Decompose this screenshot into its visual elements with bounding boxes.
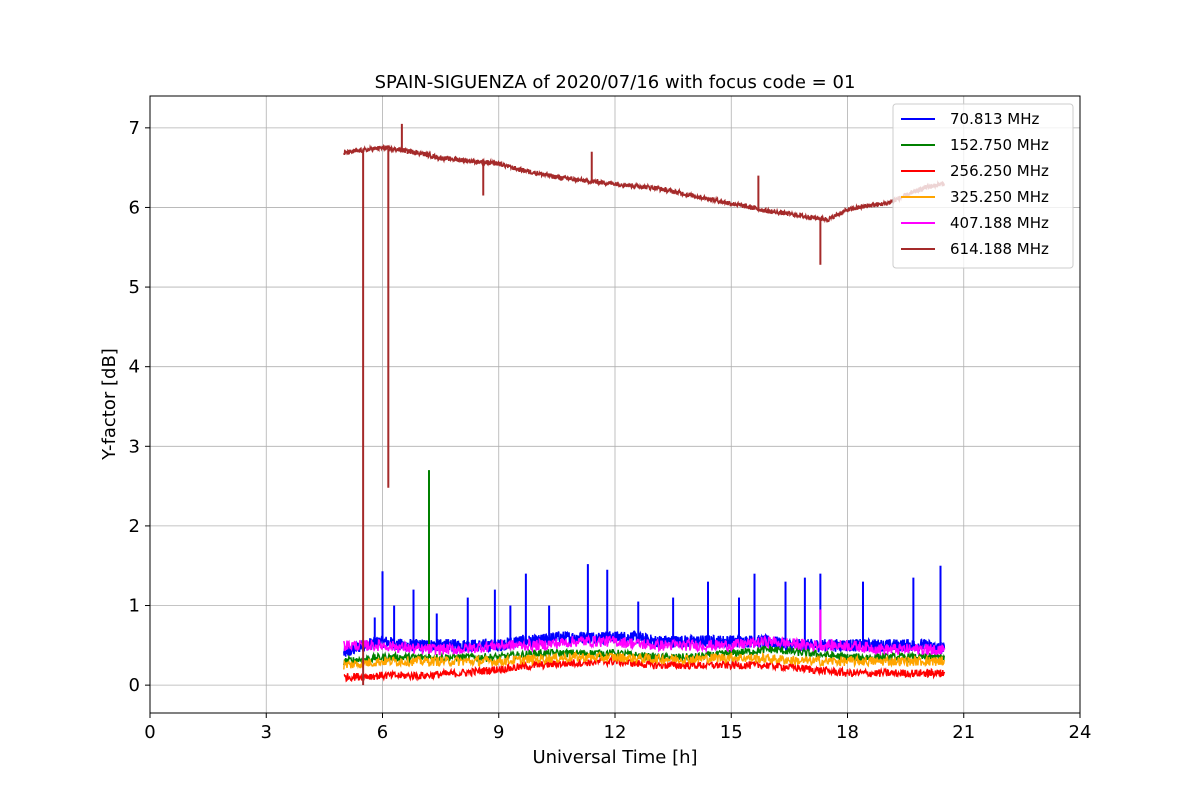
y-tick-label: 6 [129, 197, 140, 218]
series-5 [343, 609, 946, 656]
series-line [343, 655, 946, 683]
legend-entry: 325.250 MHz [950, 188, 1049, 206]
series-line [343, 634, 946, 656]
y-tick-label: 0 [129, 675, 140, 696]
y-tick-label: 7 [129, 118, 140, 139]
x-tick-label: 18 [836, 722, 859, 743]
plot-area [343, 123, 946, 686]
x-axis-label: Universal Time [h] [532, 747, 697, 768]
y-tick-label: 1 [129, 596, 140, 617]
series-6 [343, 123, 946, 686]
series-3 [343, 655, 946, 683]
x-tick-label: 3 [261, 722, 272, 743]
x-tick-label: 24 [1069, 722, 1092, 743]
legend-box [892, 103, 1074, 269]
grid [149, 96, 1081, 713]
x-tick-label: 15 [720, 722, 743, 743]
chart-title: SPAIN-SIGUENZA of 2020/07/16 with focus … [375, 72, 856, 93]
y-tick-label: 3 [129, 436, 140, 457]
legend-entry: 407.188 MHz [950, 214, 1049, 232]
x-tick-label: 12 [604, 722, 627, 743]
y-tick-label: 4 [129, 357, 140, 378]
x-tick-label: 9 [493, 722, 504, 743]
x-tick-label: 21 [952, 722, 975, 743]
series-2 [343, 470, 946, 666]
series-line [343, 144, 946, 224]
legend-entry: 70.813 MHz [950, 110, 1039, 128]
y-tick-label: 2 [129, 516, 140, 537]
y-axis-label: Y-factor [dB] [99, 348, 120, 461]
series-4 [343, 650, 946, 670]
y-tick-label: 5 [129, 277, 140, 298]
y-axis: 0 1 2 3 4 5 6 7 [129, 118, 150, 696]
legend: 70.813 MHz 152.750 MHz 256.250 MHz 325.250 … [892, 103, 1074, 269]
legend-entry: 152.750 MHz [950, 136, 1049, 154]
series-line [343, 650, 946, 670]
x-tick-label: 6 [377, 722, 388, 743]
legend-entry: 614.188 MHz [950, 240, 1049, 258]
x-axis: 0 3 6 9 12 15 18 21 24 [144, 713, 1091, 743]
x-tick-label: 0 [144, 722, 155, 743]
legend-entry: 256.250 MHz [950, 162, 1049, 180]
